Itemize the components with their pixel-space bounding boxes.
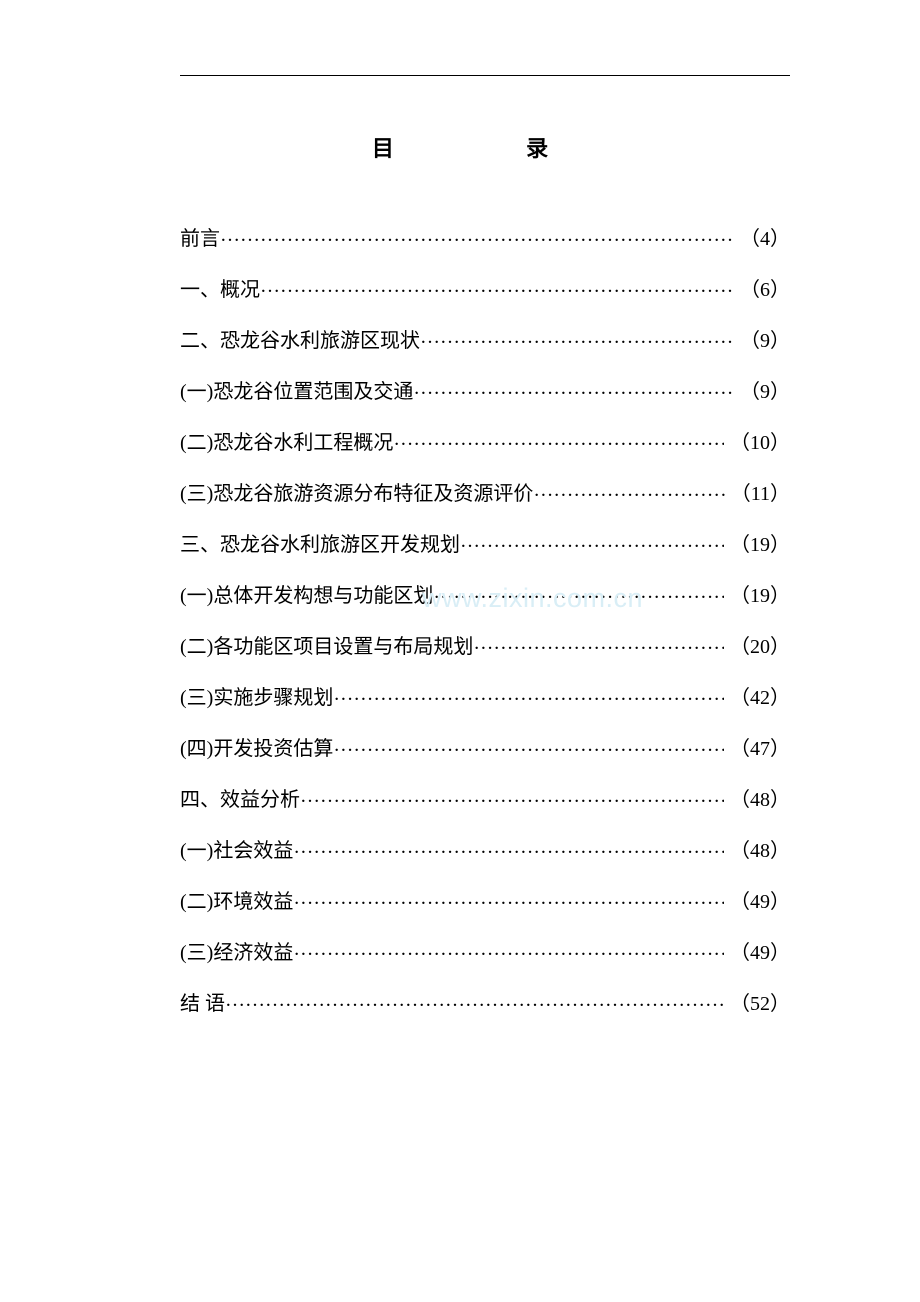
toc-page: （20） bbox=[724, 637, 790, 657]
toc-row: (四)开发投资估算 （47） bbox=[180, 735, 790, 759]
toc-row: 四、效益分析 （48） bbox=[180, 786, 790, 810]
toc-page: （6） bbox=[734, 280, 790, 300]
toc-leader bbox=[460, 531, 724, 551]
toc-leader bbox=[220, 225, 734, 245]
toc-leader bbox=[293, 939, 724, 959]
toc-row: 二、恐龙谷水利旅游区现状 （9） bbox=[180, 327, 790, 351]
toc-leader bbox=[260, 276, 734, 296]
toc-leader bbox=[293, 888, 724, 908]
title-char-1: 目 bbox=[372, 131, 394, 163]
toc-page: （11） bbox=[725, 484, 790, 504]
toc-leader bbox=[393, 429, 724, 449]
toc-page: （10） bbox=[724, 433, 790, 453]
toc-page: （9） bbox=[734, 382, 790, 402]
toc-page: （19） bbox=[724, 535, 790, 555]
toc-page: （52） bbox=[724, 994, 790, 1014]
toc-page: （42） bbox=[724, 688, 790, 708]
toc-label: 二、恐龙谷水利旅游区现状 bbox=[180, 331, 420, 351]
title-char-2: 录 bbox=[526, 131, 548, 163]
toc-row: (三)经济效益 （49） bbox=[180, 939, 790, 963]
toc-label: (一)总体开发构想与功能区划 bbox=[180, 586, 433, 606]
toc-row: 前言 （4） bbox=[180, 225, 790, 249]
toc-leader bbox=[300, 786, 724, 806]
toc-row: 三、恐龙谷水利旅游区开发规划 （19） bbox=[180, 531, 790, 555]
table-of-contents: 前言 （4） 一、概况 （6） 二、恐龙谷水利旅游区现状 （9） (一)恐龙谷位… bbox=[90, 225, 830, 1014]
toc-page: （49） bbox=[724, 943, 790, 963]
toc-label: (三)经济效益 bbox=[180, 943, 293, 963]
toc-leader bbox=[413, 378, 734, 398]
toc-page: （47） bbox=[724, 739, 790, 759]
toc-leader bbox=[333, 684, 724, 704]
toc-page: （48） bbox=[724, 790, 790, 810]
toc-title: 目 录 bbox=[90, 131, 830, 163]
top-horizontal-rule bbox=[180, 75, 790, 76]
toc-label: 一、概况 bbox=[180, 280, 260, 300]
toc-leader bbox=[420, 327, 734, 347]
toc-label: (二)恐龙谷水利工程概况 bbox=[180, 433, 393, 453]
toc-label: (二)环境效益 bbox=[180, 892, 293, 912]
toc-row: 结 语 （52） bbox=[180, 990, 790, 1014]
toc-leader bbox=[533, 480, 724, 500]
toc-page: （48） bbox=[724, 841, 790, 861]
toc-row: (一)社会效益 （48） bbox=[180, 837, 790, 861]
toc-label: 四、效益分析 bbox=[180, 790, 300, 810]
toc-leader bbox=[433, 582, 724, 602]
toc-row: (三)实施步骤规划 （42） bbox=[180, 684, 790, 708]
toc-label: (二)各功能区项目设置与布局规划 bbox=[180, 637, 473, 657]
toc-row: (二)各功能区项目设置与布局规划 （20） bbox=[180, 633, 790, 657]
toc-row: (一)总体开发构想与功能区划 （19） bbox=[180, 582, 790, 606]
toc-page: （4） bbox=[734, 229, 790, 249]
toc-row: 一、概况 （6） bbox=[180, 276, 790, 300]
toc-leader bbox=[225, 990, 724, 1010]
toc-label: (一)社会效益 bbox=[180, 841, 293, 861]
toc-row: (三)恐龙谷旅游资源分布特征及资源评价 （11） bbox=[180, 480, 790, 504]
toc-label: (三)恐龙谷旅游资源分布特征及资源评价 bbox=[180, 484, 533, 504]
toc-label: (一)恐龙谷位置范围及交通 bbox=[180, 382, 413, 402]
toc-leader bbox=[293, 837, 724, 857]
toc-label: (四)开发投资估算 bbox=[180, 739, 333, 759]
toc-label: (三)实施步骤规划 bbox=[180, 688, 333, 708]
toc-leader bbox=[333, 735, 724, 755]
toc-leader bbox=[473, 633, 724, 653]
toc-page: （9） bbox=[734, 331, 790, 351]
toc-label: 前言 bbox=[180, 229, 220, 249]
toc-row: (二)恐龙谷水利工程概况 （10） bbox=[180, 429, 790, 453]
toc-row: (一)恐龙谷位置范围及交通 （9） bbox=[180, 378, 790, 402]
toc-row: (二)环境效益 （49） bbox=[180, 888, 790, 912]
toc-label: 三、恐龙谷水利旅游区开发规划 bbox=[180, 535, 460, 555]
toc-page: （19） bbox=[724, 586, 790, 606]
toc-label: 结 语 bbox=[180, 994, 225, 1014]
toc-page: （49） bbox=[724, 892, 790, 912]
document-page: 目 录 前言 （4） 一、概况 （6） 二、恐龙谷水利旅游区现状 （9） (一)… bbox=[0, 0, 920, 1302]
